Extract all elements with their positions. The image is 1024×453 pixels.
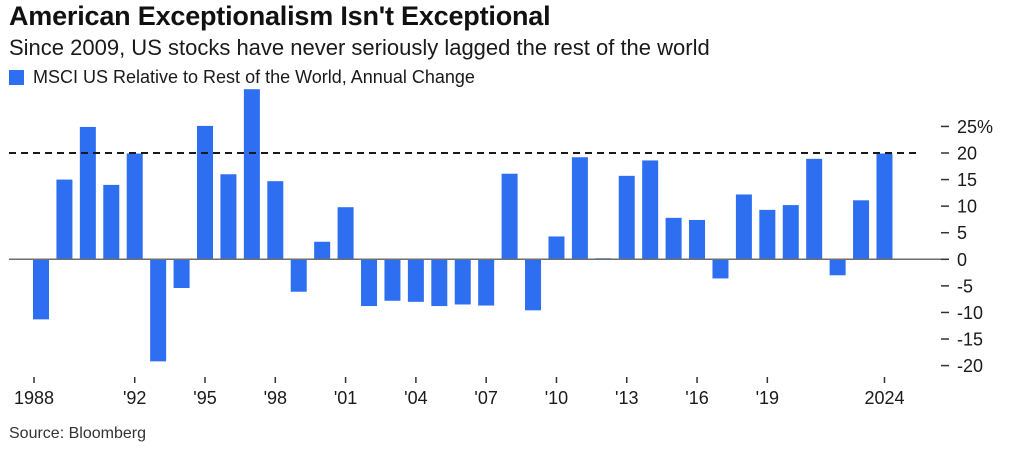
bar-2009 xyxy=(525,259,542,311)
bar-2011 xyxy=(571,157,588,260)
bar-1999 xyxy=(290,259,307,292)
bar-2015 xyxy=(665,217,682,260)
x-tick-label: '98 xyxy=(264,388,287,408)
bar-2004 xyxy=(407,259,424,302)
bar-1996 xyxy=(220,174,237,260)
bar-2020 xyxy=(782,205,799,260)
bar-2003 xyxy=(384,259,401,301)
bar-2008 xyxy=(501,173,518,260)
bar-2007 xyxy=(478,259,495,306)
bar-1998 xyxy=(267,181,284,260)
bar-2001 xyxy=(337,207,354,260)
legend: MSCI US Relative to Rest of the World, A… xyxy=(9,67,475,88)
y-tick-label: 10 xyxy=(957,197,977,217)
bar-1992 xyxy=(126,153,143,260)
x-tick-label: '01 xyxy=(334,388,357,408)
legend-swatch xyxy=(9,70,24,85)
bar-2013 xyxy=(618,175,635,260)
source-note: Source: Bloomberg xyxy=(9,425,146,442)
bar-1995 xyxy=(197,125,214,260)
x-tick-label: 1988 xyxy=(14,388,54,408)
y-tick-label: -20 xyxy=(957,356,983,376)
bar-2021 xyxy=(806,158,823,260)
bar-2023 xyxy=(853,200,870,260)
bar-2002 xyxy=(361,259,378,307)
chart-title: American Exceptionalism Isn't Exceptiona… xyxy=(9,1,551,31)
bar-1988 xyxy=(33,259,49,320)
x-tick-label: 2024 xyxy=(864,388,904,408)
y-axis: 25% 20 15 10 5 0 -5 -10 -15 -20 xyxy=(941,117,993,376)
x-tick-label: '10 xyxy=(545,388,568,408)
x-tick-label: '19 xyxy=(756,388,779,408)
x-tick-label: '95 xyxy=(193,388,216,408)
bars-group xyxy=(33,89,893,362)
y-tick-label: 25% xyxy=(957,117,993,137)
bar-2022 xyxy=(829,259,846,276)
bar-1993 xyxy=(150,259,167,362)
bar-2005 xyxy=(431,259,448,307)
bar-2016 xyxy=(689,219,706,260)
y-tick-label: 15 xyxy=(957,170,977,190)
bar-2019 xyxy=(759,209,776,260)
chart-subtitle: Since 2009, US stocks have never serious… xyxy=(9,35,710,60)
x-tick-label: '92 xyxy=(123,388,146,408)
bar-2010 xyxy=(548,236,565,260)
bar-1989 xyxy=(56,179,73,260)
y-tick-label: -15 xyxy=(957,330,983,350)
x-tick-label: '13 xyxy=(615,388,638,408)
bar-2006 xyxy=(454,259,471,305)
y-tick-label: 0 xyxy=(957,250,967,270)
bar-2017 xyxy=(712,259,729,279)
bar-2018 xyxy=(735,194,752,260)
x-axis: 1988 '92 '95 '98 '01 '04 '07 '10 '13 '16 '19 2024 xyxy=(14,377,905,408)
bar-1997 xyxy=(243,89,260,260)
legend-label: MSCI US Relative to Rest of the World, A… xyxy=(33,67,475,87)
bar-1991 xyxy=(103,184,120,260)
bar-1994 xyxy=(173,259,190,288)
y-tick-label: -10 xyxy=(957,303,983,323)
y-tick-label: 20 xyxy=(957,144,977,164)
x-tick-label: '04 xyxy=(404,388,427,408)
bar-1990 xyxy=(79,126,96,260)
x-tick-label: '16 xyxy=(685,388,708,408)
y-tick-label: 5 xyxy=(957,223,967,243)
bar-2000 xyxy=(314,241,331,260)
y-tick-label: -5 xyxy=(957,276,973,296)
x-tick-label: '07 xyxy=(474,388,497,408)
bar-2024 xyxy=(876,153,893,260)
bar-2014 xyxy=(642,160,659,260)
